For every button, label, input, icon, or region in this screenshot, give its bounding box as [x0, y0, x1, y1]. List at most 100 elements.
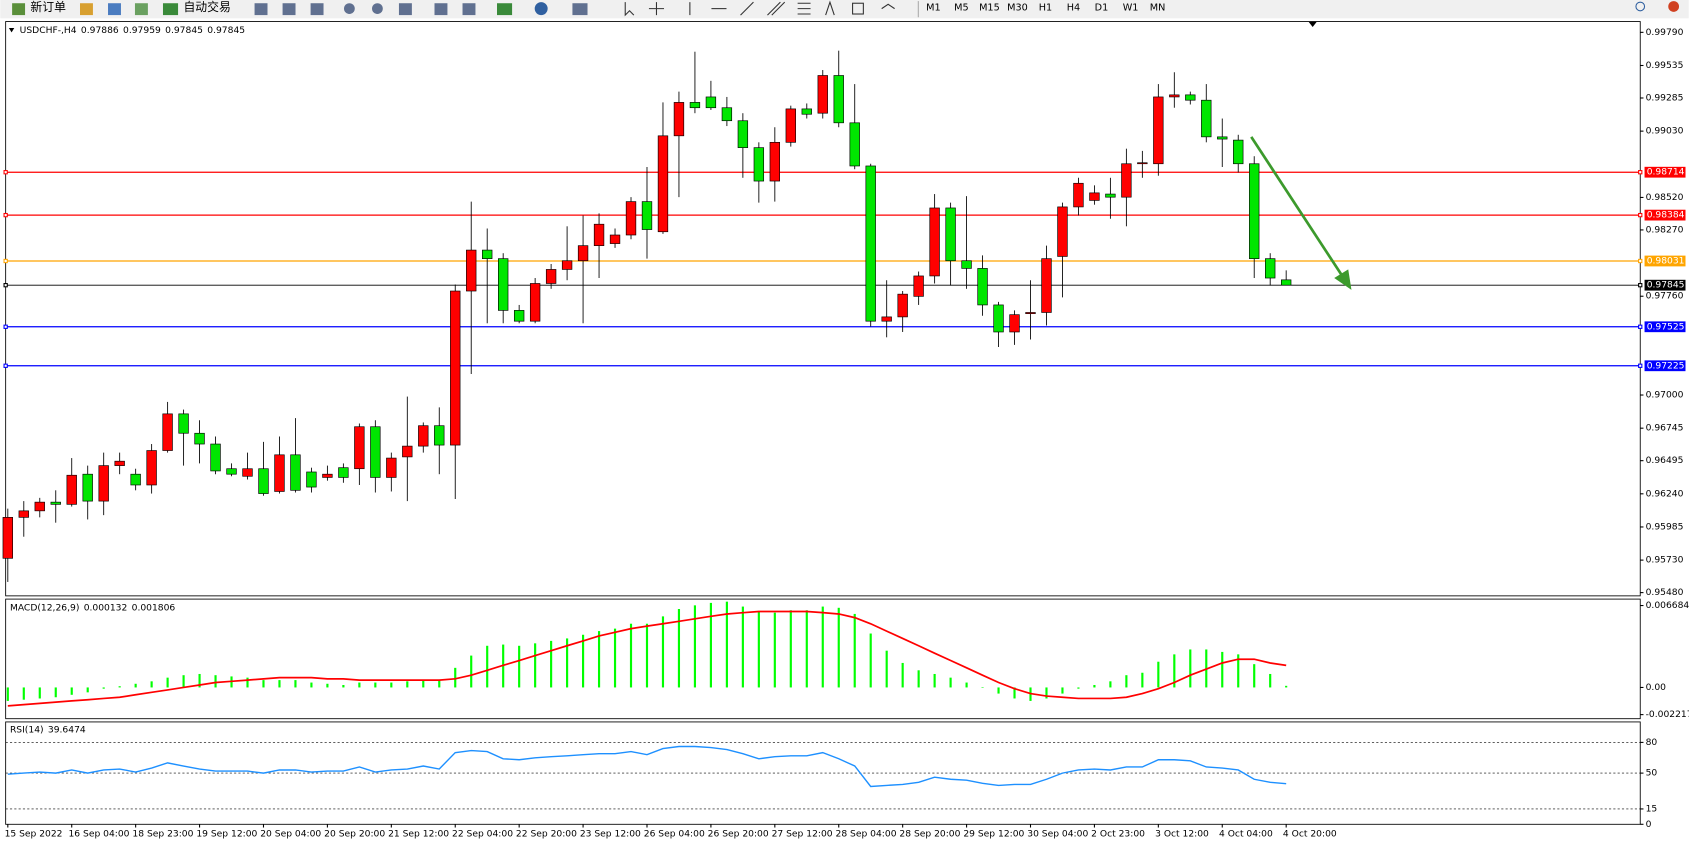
x-tick-label: 28 Sep 20:00: [899, 829, 960, 839]
macd-bar: [917, 670, 920, 688]
x-tick-label: 26 Sep 04:00: [644, 829, 705, 839]
periods[interactable]: [534, 2, 548, 16]
macd-bar: [86, 687, 89, 693]
tool-icon[interactable]: [434, 3, 448, 16]
x-tick-label: 27 Sep 12:00: [772, 829, 833, 839]
macd-bar: [566, 638, 569, 688]
search[interactable]: [1635, 1, 1646, 12]
level-handle: [1638, 283, 1643, 288]
y-tick-label: 0.99285: [1646, 93, 1684, 103]
candle-body: [226, 468, 237, 475]
new-order-icon[interactable]: [12, 3, 26, 16]
tool-icon[interactable]: [254, 3, 268, 16]
tool-icon[interactable]: [462, 3, 476, 16]
candle-body: [290, 454, 301, 491]
tool-icon[interactable]: [108, 3, 121, 16]
auto-trading[interactable]: 自动交易: [183, 0, 230, 14]
macd-bar: [1237, 654, 1240, 688]
macd-bar: [853, 613, 856, 688]
channel[interactable]: [767, 1, 786, 16]
x-tick-label: 23 Sep 12:00: [580, 829, 641, 839]
level-label: 0.98714: [1644, 166, 1686, 178]
tool-icon[interactable]: [282, 3, 296, 16]
templates[interactable]: [572, 3, 588, 16]
timeframe-button[interactable]: M5: [954, 3, 969, 14]
macd-bar: [182, 675, 185, 688]
x-tick-label: 20 Sep 20:00: [324, 829, 385, 839]
macd-bar: [150, 681, 153, 688]
macd-bar: [326, 683, 329, 688]
header-field: 0.97845: [165, 26, 203, 36]
level-label: 0.98031: [1644, 255, 1686, 267]
crosshair[interactable]: [648, 2, 665, 16]
x-tick-label: 4 Oct 20:00: [1283, 829, 1337, 839]
macd-bar: [1285, 685, 1288, 688]
arrows[interactable]: [881, 3, 895, 10]
candle-body: [993, 304, 1004, 333]
label-tool[interactable]: [852, 2, 864, 15]
candle-body: [657, 135, 669, 233]
timeframe-button[interactable]: H1: [1039, 3, 1052, 14]
macd-bar: [534, 643, 537, 688]
trendline[interactable]: [740, 1, 754, 16]
macd-bar: [470, 655, 473, 688]
symbol-menu[interactable]: [8, 28, 15, 33]
x-tick-label: 4 Oct 04:00: [1219, 829, 1273, 839]
level-label-text: 0.98714: [1647, 168, 1685, 178]
timeframe-button[interactable]: MN: [1150, 3, 1166, 14]
level-label-text: 0.98384: [1647, 211, 1685, 221]
x-tick-label: 19 Sep 12:00: [196, 829, 257, 839]
y-tick-label: 0.97760: [1646, 292, 1684, 302]
level-label-bg: [1644, 255, 1686, 267]
rsi-line: [7, 745, 1287, 788]
timeframe-button[interactable]: M15: [979, 3, 1000, 14]
macd-bar: [645, 623, 649, 688]
macd-bar: [869, 633, 872, 688]
macd-bar: [550, 640, 553, 688]
level-label-bg: [1644, 360, 1686, 372]
level-handle: [3, 212, 8, 218]
zoom-in[interactable]: [343, 3, 355, 15]
candle-body: [865, 165, 876, 322]
tool-icon[interactable]: [134, 3, 148, 16]
candle-body: [737, 120, 749, 148]
candle-body: [929, 207, 940, 277]
timeframe-button[interactable]: M30: [1007, 3, 1028, 14]
draw-tools: [624, 0, 895, 17]
candle-body: [450, 290, 461, 446]
tool-icon[interactable]: [310, 3, 324, 16]
notifications[interactable]: [1668, 1, 1680, 12]
macd-bar: [54, 687, 57, 698]
tool-icon[interactable]: [80, 3, 93, 16]
indicators[interactable]: [497, 3, 513, 16]
timeframe-button[interactable]: D1: [1095, 3, 1109, 14]
tool-icon[interactable]: [398, 3, 412, 16]
level-handle: [1638, 324, 1643, 329]
macd-bar: [6, 687, 9, 701]
candle-body: [1280, 279, 1292, 286]
candle-body: [322, 473, 333, 478]
auto-trading-icon[interactable]: [162, 3, 179, 16]
zoom-out[interactable]: [372, 3, 383, 15]
timeframe-button[interactable]: H4: [1067, 3, 1080, 14]
macd-bar: [949, 677, 952, 688]
y-tick-label: 15: [1646, 804, 1658, 814]
x-tick-label: 22 Sep 04:00: [452, 829, 513, 839]
text-tool[interactable]: [825, 0, 835, 16]
candle-body: [338, 467, 349, 478]
new-order[interactable]: 新订单: [30, 0, 66, 14]
cursor[interactable]: [624, 2, 635, 17]
timeframe-button[interactable]: W1: [1123, 3, 1139, 14]
fibo[interactable]: [797, 2, 811, 15]
candle-body: [434, 425, 445, 446]
macd-bar: [981, 687, 984, 688]
candle-body: [210, 443, 221, 472]
candle-body: [689, 102, 701, 109]
x-tick-label: 20 Sep 04:00: [260, 829, 321, 839]
macd-bar: [70, 687, 73, 695]
timeframe-button[interactable]: M1: [926, 3, 941, 14]
candle-body: [1217, 136, 1228, 140]
candle-body: [1025, 312, 1036, 314]
level-handle: [3, 170, 8, 175]
timeframes: M1 M5 M15 M30 H1 H4 D1 W1 MN: [926, 3, 1165, 14]
